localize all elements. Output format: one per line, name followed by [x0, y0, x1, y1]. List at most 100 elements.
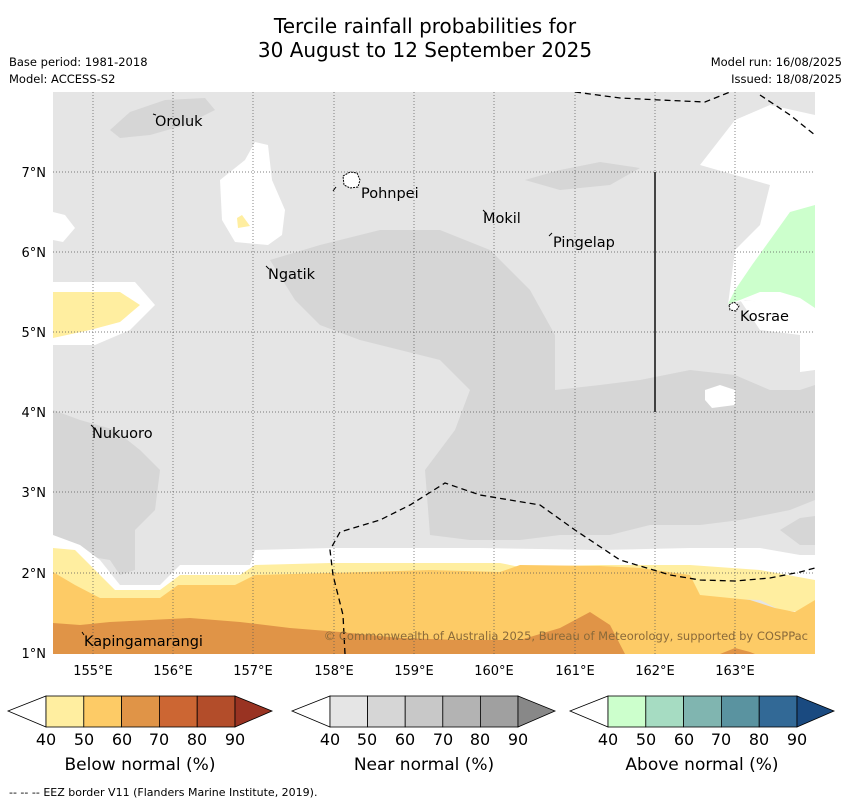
base-period: Base period: 1981-2018 [9, 55, 148, 69]
colorbar-below-tick: 70 [148, 730, 170, 749]
colorbar-above-start [568, 695, 609, 728]
x-tick-label: 156°E [153, 664, 193, 679]
x-tick-label: 155°E [73, 664, 113, 679]
colorbar-near-end [517, 695, 557, 728]
pohnpei-tick [332, 186, 337, 192]
near-normal-50-region-southeast [780, 516, 815, 545]
x-tick-label: 158°E [314, 664, 354, 679]
copyright-notice: © Commonwealth of Australia 2025, Bureau… [324, 629, 808, 643]
mokil-marker [482, 209, 487, 214]
x-tick-label: 159°E [394, 664, 434, 679]
x-tick-label: 162°E [635, 664, 675, 679]
colorbar-above-normal [568, 695, 836, 728]
colorbar-below-swatch [45, 695, 85, 728]
colorbar-near-tick: 40 [319, 730, 341, 749]
colorbar-near-swatch [442, 695, 481, 728]
label-mokil: Mokil [483, 211, 521, 227]
colorbar-below-tick: 90 [224, 730, 246, 749]
colorbar-above-tick: 90 [786, 730, 808, 749]
map-area: Oroluk Pohnpei Mokil Pingelap Ngatik Kos… [53, 92, 815, 654]
colorbar-near-tick: 60 [394, 730, 416, 749]
colorbar-above-title: Above normal (%) [625, 755, 779, 775]
meta-right: Model run: 16/08/2025 Issued: 18/08/2025 [711, 54, 842, 88]
colorbar-below-end [234, 695, 274, 728]
label-kapingamarangi: Kapingamarangi [84, 634, 203, 650]
graticule [53, 92, 815, 654]
eez-borders [329, 92, 815, 654]
colorbar-above-swatch [645, 695, 684, 728]
colorbar-near-tick: 70 [432, 730, 454, 749]
above-normal-40-region [728, 205, 815, 308]
model-name: Model: ACCESS-S2 [9, 72, 116, 86]
colorbar-above-tick: 40 [597, 730, 619, 749]
x-axis: 155°E 156°E 157°E 158°E 159°E 160°E 161°… [73, 664, 755, 679]
colorbar-below-swatch [196, 695, 236, 728]
colorbar-below-swatch [158, 695, 198, 728]
model-run: Model run: 16/08/2025 [710, 55, 842, 69]
colorbar-near-swatch [367, 695, 406, 728]
colorbar-above-end [796, 695, 836, 728]
x-tick-label: 163°E [715, 664, 755, 679]
title-line-1: Tercile rainfall probabilities for [273, 14, 577, 38]
issued-date: Issued: 18/08/2025 [731, 72, 842, 86]
white-region-west-edge [53, 212, 75, 242]
colorbar-near-tick: 80 [469, 730, 491, 749]
white-region-small-east [705, 385, 735, 408]
white-region-kosrae [740, 300, 815, 372]
colorbar-below-tick: 50 [73, 730, 95, 749]
kapingamarangi-marker [81, 631, 85, 636]
colorbar-above-swatch [607, 695, 647, 728]
colorbar-near-swatch [329, 695, 368, 728]
label-pohnpei: Pohnpei [361, 186, 419, 202]
near-normal-50-region-west [53, 410, 160, 575]
colorbar-above-swatch [758, 695, 798, 728]
near-normal-50-region-northeast [525, 162, 640, 190]
x-tick-label: 157°E [233, 664, 273, 679]
pohnpei-island-icon [342, 171, 361, 189]
label-kosrae: Kosrae [740, 309, 789, 325]
pingelap-marker [548, 232, 553, 237]
near-normal-50-region-north [110, 98, 215, 138]
near-normal-50-region-central [270, 230, 815, 540]
below-normal-60-region-south-east [720, 648, 755, 654]
nukuoro-marker [90, 424, 95, 429]
label-ngatik: Ngatik [268, 267, 316, 283]
colorbar-below-tick: 60 [111, 730, 133, 749]
colorbar-below-swatch [121, 695, 160, 728]
y-tick-label: 1°N [22, 647, 47, 662]
colorbar-above-tick: 80 [748, 730, 770, 749]
eez-legend-text: EEZ border V11 (Flanders Marine Institut… [43, 786, 318, 799]
x-tick-label: 161°E [555, 664, 595, 679]
label-oroluk: Oroluk [155, 114, 203, 130]
colorbar-above-tick: 70 [710, 730, 732, 749]
colorbar-below-title: Below normal (%) [64, 755, 216, 775]
colorbar-below-tick: 80 [186, 730, 208, 749]
colorbar-near-swatch [479, 695, 519, 728]
eez-line-symbol: -- -- -- [9, 786, 40, 799]
map-title: Tercile rainfall probabilities for 30 Au… [0, 14, 850, 62]
colorbars [6, 695, 836, 728]
oroluk-marker [152, 113, 157, 116]
white-region-pohnpei-west [220, 142, 285, 245]
colorbar-near-tick: 50 [356, 730, 378, 749]
y-tick-label: 5°N [22, 326, 47, 341]
y-tick-label: 2°N [22, 567, 47, 582]
colorbar-above-swatch [683, 695, 722, 728]
y-tick-label: 6°N [22, 246, 47, 261]
label-pingelap: Pingelap [553, 235, 615, 251]
below-normal-60-region-south [53, 612, 625, 654]
y-axis: 7°N 6°N 5°N 4°N 3°N 2°N 1°N [22, 166, 47, 662]
colorbar-above-tick: 50 [635, 730, 657, 749]
colorbar-near-start [290, 695, 331, 728]
colorbar-near-normal [290, 695, 557, 728]
colorbar-near-title: Near normal (%) [353, 755, 495, 775]
label-nukuoro: Nukuoro [92, 426, 153, 442]
eez-legend: -- -- -- EEZ border V11 (Flanders Marine… [9, 786, 317, 799]
below-normal-40-region-pohnpei [237, 215, 250, 228]
y-tick-label: 4°N [22, 406, 47, 421]
y-tick-label: 3°N [22, 486, 47, 501]
colorbar-near-tick: 90 [507, 730, 529, 749]
colorbar-below-tick: 40 [35, 730, 57, 749]
colorbar-below-start [6, 695, 47, 728]
y-tick-label: 7°N [22, 166, 47, 181]
